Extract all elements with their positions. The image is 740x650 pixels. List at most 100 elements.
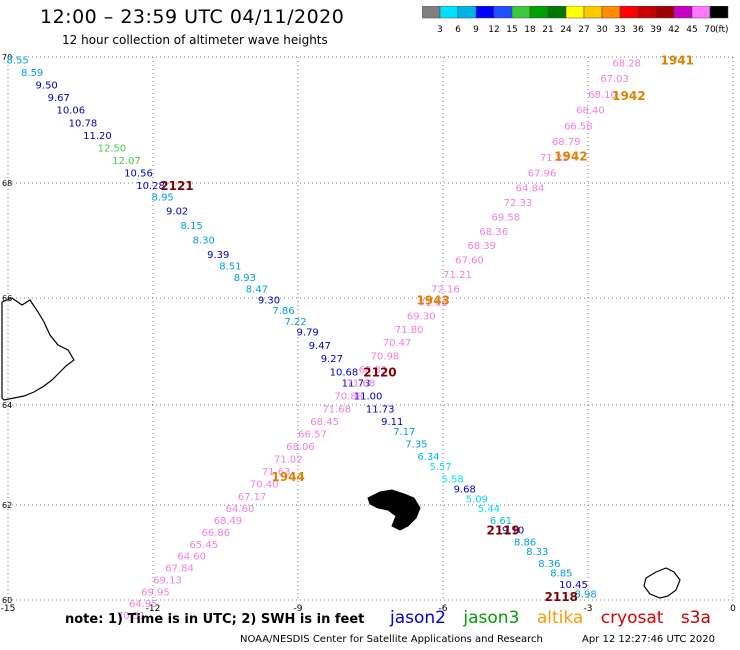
color-scale-label: 15	[506, 25, 517, 34]
wave-height-value: 9.27	[321, 354, 343, 365]
wave-height-value: 69.95	[141, 587, 170, 598]
wave-height-value: 12.50	[98, 144, 127, 155]
color-scale-label: 3	[437, 25, 443, 34]
wave-height-value: 6.34	[417, 452, 439, 463]
chart-subtitle: 12 hour collection of altimeter wave hei…	[62, 33, 328, 47]
wave-height-value: 12.07	[112, 156, 141, 167]
wave-height-value: 65.45	[189, 540, 218, 551]
wave-height-value: 70.51	[117, 611, 146, 622]
color-scale-label: 12	[488, 25, 499, 34]
wave-height-value: 7.17	[393, 427, 415, 438]
wave-height-value: 9.02	[166, 207, 188, 218]
x-tick-label: -3	[584, 604, 593, 614]
pass-labels: 2121 2120 2119 2118 1941 1942 1942 1943 1944	[160, 54, 694, 604]
wave-height-value: 67.03	[600, 74, 629, 85]
wave-height-value: 72.33	[504, 198, 533, 209]
color-scale-label: 21	[542, 25, 553, 34]
wave-height-value: 64.60	[177, 552, 206, 563]
pass-number-label: 1942	[554, 149, 587, 163]
wave-height-value: 9.39	[207, 250, 229, 261]
wave-height-value: 71.63	[262, 467, 291, 478]
wave-height-value: 71.68	[322, 405, 351, 416]
footnote: note: 1) Time is in UTC; 2) SWH is in fe…	[65, 612, 365, 627]
wave-height-value: 9.68	[454, 485, 476, 496]
wave-height-value: 10.56	[124, 169, 153, 180]
wave-height-value: 8.98	[574, 590, 596, 601]
wave-height-value: 8.51	[219, 261, 241, 272]
color-scale-label: 42	[668, 25, 679, 34]
wave-height-value: 68.10	[588, 90, 617, 101]
legend-jason2: jason2	[390, 608, 446, 628]
wave-height-value: 9.79	[297, 327, 319, 338]
color-scale-label: 39	[650, 25, 662, 34]
wave-height-value: 68.36	[479, 227, 508, 238]
wave-height-value: 9.10	[502, 526, 524, 537]
wave-height-value: 64.84	[516, 184, 545, 195]
coastline-iceland	[1, 297, 75, 401]
pass-number-label: 1944	[271, 470, 304, 484]
wave-height-value: 9.47	[309, 341, 331, 352]
wave-height-value: 67.84	[165, 564, 194, 575]
x-tick-label: -6	[439, 604, 448, 614]
legend-cryosat: cryosat	[600, 608, 664, 628]
color-scale-label: 70	[704, 25, 716, 34]
wave-height-value: 8.33	[526, 547, 548, 558]
legend-jason3: jason3	[463, 608, 520, 628]
color-scale-bar: 3 6 9 12 15 18 21 24 27 30 33 36 39 42 45 70 (ft)	[422, 6, 729, 34]
wave-height-value: 10.45	[559, 580, 588, 591]
y-tick-label: 64	[2, 401, 12, 410]
wave-height-value: 66.57	[298, 430, 327, 441]
color-scale-label: 18	[524, 25, 536, 34]
x-tick-label: 0	[730, 604, 736, 614]
timestamp: Apr 12 12:27:46 UTC 2020	[582, 634, 715, 645]
coastline-faroes	[367, 489, 421, 531]
legend-altika: altika	[536, 608, 584, 628]
wave-height-value: 8.93	[234, 273, 256, 284]
wave-height-value: 5.57	[429, 462, 451, 473]
wave-height-value: 11.00	[354, 392, 383, 403]
legend-s3a: s3a	[680, 608, 711, 628]
wave-height-value: 70.40	[250, 480, 279, 491]
wave-height-value: 8.47	[246, 284, 268, 295]
color-swatch	[709, 6, 729, 19]
wave-height-value: 8.59	[21, 68, 43, 79]
wave-height-value: 5.09	[466, 495, 488, 506]
wave-height-value: 7.35	[405, 440, 427, 451]
wave-height-value: 9.67	[48, 93, 70, 104]
wave-height-value: 8.95	[152, 192, 174, 203]
wave-height-value: 7.22	[284, 317, 306, 328]
coastlines	[1, 297, 681, 599]
wave-height-value: 67.96	[528, 169, 557, 180]
pass-number-label: 1941	[661, 54, 694, 68]
wave-height-value: 10.68	[330, 368, 359, 379]
wave-height-value: 71.80	[395, 325, 424, 336]
y-tick-label: 60	[2, 596, 12, 605]
color-scale-unit: (ft)	[715, 25, 729, 34]
wave-height-value: 11.73	[366, 405, 395, 416]
wave-height-value: 9.30	[258, 295, 280, 306]
pass-number-label: 2118	[545, 590, 578, 604]
wave-height-value: 66.58	[564, 121, 593, 132]
wave-height-value: 68.28	[612, 58, 641, 69]
wave-height-value: 66.86	[202, 528, 231, 539]
wave-height-value: 8.55	[7, 55, 29, 66]
wave-height-value: 8.86	[514, 537, 536, 548]
wave-height-value: 68.79	[552, 137, 581, 148]
wave-height-value: 6.61	[490, 516, 512, 527]
color-scale-label: 6	[455, 25, 461, 34]
wave-height-value: 5.58	[442, 475, 464, 486]
y-tick-label: 70	[2, 53, 12, 62]
y-tick-label: 68	[2, 179, 12, 188]
pass-number-label: 2121	[160, 179, 193, 193]
wave-height-value: 69.30	[407, 311, 436, 322]
color-scale-label: 9	[473, 25, 479, 34]
wave-height-value: 71.68	[347, 378, 376, 389]
wave-height-value: 5.44	[478, 504, 500, 515]
y-tick-label: 62	[2, 501, 12, 510]
wave-height-value: 8.36	[538, 559, 560, 570]
wave-height-value: 71.06	[419, 298, 448, 309]
axis-ticks: -15 -12 -9 -6 -3 0 60 62 64 66 68 70	[1, 53, 736, 614]
color-scale-label: 27	[578, 25, 589, 34]
